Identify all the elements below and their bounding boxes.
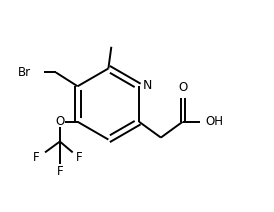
Text: F: F [56, 165, 63, 178]
Text: Br: Br [18, 66, 31, 79]
Text: O: O [55, 115, 64, 128]
Text: F: F [33, 151, 39, 164]
Text: N: N [143, 79, 152, 92]
Text: OH: OH [205, 115, 223, 128]
Text: F: F [76, 151, 83, 164]
Text: O: O [178, 81, 187, 94]
